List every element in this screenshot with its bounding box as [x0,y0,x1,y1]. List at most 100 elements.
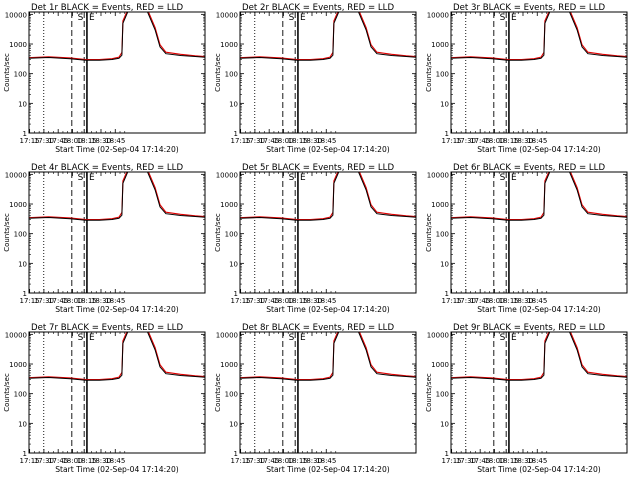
x-tick-label: 18:00 [484,297,504,305]
x-tick-label: 18:45 [105,137,125,145]
detector-panel-1: Det 1r BLACK = Events, RED = LLD 1 10 100 10… [3,3,206,154]
y-tick-label: 1000 [220,201,238,209]
y-tick-label: 100 [14,391,27,399]
events-series-line [29,12,205,61]
x-tick-label: 17:30 [34,457,54,465]
x-tick-label: 17:30 [245,457,265,465]
y-axis-label: Counts/sec [3,53,11,92]
x-tick-label: 18:30 [513,137,533,145]
y-tick-label: 1 [234,290,238,298]
y-axis-label: Counts/sec [214,213,222,252]
y-tick-label: 10000 [5,331,27,339]
plot-frame [239,331,417,454]
detector-panel-3: Det 3r BLACK = Events, RED = LLD 1 10 100 10… [425,3,628,154]
x-tick-label: 18:45 [105,297,125,305]
detector-panel-8: Det 8r BLACK = Events, RED = LLD 1 10 100 10… [214,323,417,474]
end-marker-label: E [300,333,306,343]
x-tick-label: 17:45 [470,457,490,465]
y-tick-label: 10 [229,260,238,268]
y-tick-label: 1 [234,130,238,138]
x-axis-label: Start Time (02-Sep-04 17:14:20) [477,145,601,154]
y-tick-label: 1 [23,450,27,458]
x-tick-label: 17:15 [20,297,40,305]
x-tick-label: 17:45 [259,137,279,145]
y-axis-label: Counts/sec [3,213,11,252]
y-tick-label: 1 [445,290,449,298]
y-axis-label: Counts/sec [214,373,222,412]
x-tick-label: 17:45 [259,457,279,465]
y-tick-label: 1000 [431,201,449,209]
x-tick-label: 18:15 [288,137,308,145]
start-marker-label: S [78,333,84,343]
panel-title: Det 2r BLACK = Events, RED = LLD [242,3,394,13]
y-tick-label: 10000 [5,11,27,19]
plot-frame [239,171,417,294]
events-series-line [451,172,627,221]
panel-title: Det 5r BLACK = Events, RED = LLD [242,163,394,173]
x-tick-label: 18:00 [273,457,293,465]
y-tick-label: 10000 [427,171,449,179]
panel-title: Det 8r BLACK = Events, RED = LLD [242,323,394,333]
end-marker-label: E [89,13,95,23]
start-marker-label: S [500,333,506,343]
events-series-line [29,332,205,381]
detector-panel-4: Det 4r BLACK = Events, RED = LLD 1 10 100 10… [3,163,206,314]
panel-title: Det 1r BLACK = Events, RED = LLD [31,3,183,13]
plot-frame [28,331,206,454]
events-series-line [240,172,416,221]
x-axis-label: Start Time (02-Sep-04 17:14:20) [266,305,390,314]
y-tick-label: 10000 [5,171,27,179]
y-axis-label: Counts/sec [3,373,11,412]
y-axis-label: Counts/sec [425,213,433,252]
x-tick-label: 17:15 [20,457,40,465]
y-axis-label: Counts/sec [425,53,433,92]
x-tick-label: 18:45 [316,137,336,145]
x-tick-label: 18:00 [62,297,82,305]
x-tick-label: 18:30 [513,297,533,305]
x-tick-label: 17:30 [245,297,265,305]
x-tick-label: 18:15 [77,137,97,145]
end-marker-label: E [300,173,306,183]
y-tick-label: 1 [23,290,27,298]
end-marker-label: E [89,333,95,343]
x-tick-label: 17:30 [456,137,476,145]
panel-title: Det 6r BLACK = Events, RED = LLD [453,163,605,173]
x-tick-label: 17:45 [48,457,68,465]
lld-series-line [240,12,416,61]
x-tick-label: 17:30 [34,137,54,145]
y-tick-label: 10000 [427,11,449,19]
x-tick-label: 18:15 [288,297,308,305]
x-axis-label: Start Time (02-Sep-04 17:14:20) [55,305,179,314]
y-tick-label: 100 [225,71,238,79]
y-tick-label: 100 [14,71,27,79]
y-tick-label: 1000 [9,361,27,369]
x-tick-label: 17:15 [442,137,462,145]
x-axis-label: Start Time (02-Sep-04 17:14:20) [266,465,390,474]
x-tick-label: 17:15 [231,457,251,465]
end-marker-label: E [511,333,517,343]
detector-panel-6: Det 6r BLACK = Events, RED = LLD 1 10 100 10… [425,163,628,314]
x-tick-label: 18:45 [316,297,336,305]
lld-series-line [240,172,416,221]
detector-panel-5: Det 5r BLACK = Events, RED = LLD 1 10 100 10… [214,163,417,314]
y-tick-label: 1 [445,450,449,458]
x-tick-label: 18:15 [499,457,519,465]
y-tick-label: 100 [225,391,238,399]
x-tick-label: 18:30 [513,457,533,465]
events-series-line [451,332,627,381]
y-tick-label: 10000 [216,11,238,19]
y-tick-label: 100 [225,231,238,239]
events-series-line [240,332,416,381]
lld-series-line [29,12,205,61]
panel-title: Det 3r BLACK = Events, RED = LLD [453,3,605,13]
y-tick-label: 10 [18,100,27,108]
x-tick-label: 18:00 [273,137,293,145]
y-tick-label: 100 [14,231,27,239]
start-marker-label: S [289,333,295,343]
lld-series-line [29,332,205,381]
y-tick-label: 100 [436,71,449,79]
start-marker-label: S [500,173,506,183]
x-tick-label: 18:30 [302,137,322,145]
x-axis-label: Start Time (02-Sep-04 17:14:20) [55,465,179,474]
end-marker-label: E [300,13,306,23]
